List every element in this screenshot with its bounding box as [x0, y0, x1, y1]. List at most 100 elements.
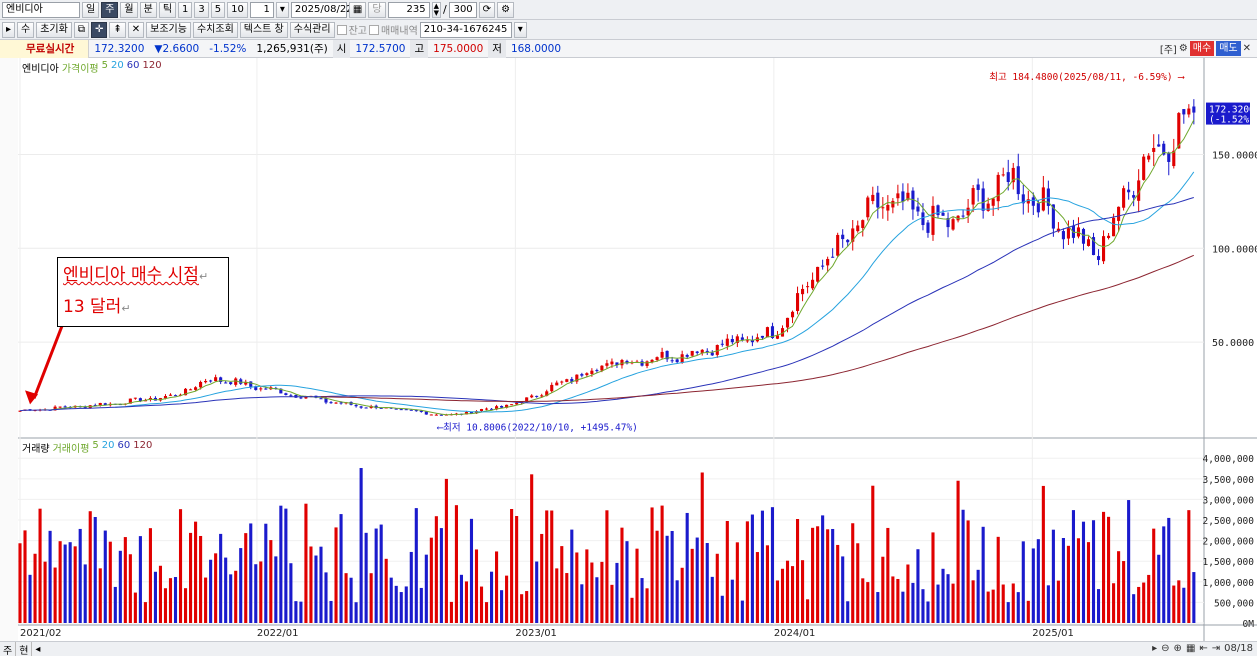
- period-month-button[interactable]: 월: [120, 1, 138, 18]
- display-count-input[interactable]: 235: [387, 1, 430, 18]
- zoom-out-icon[interactable]: ⊖: [1161, 643, 1170, 654]
- account-select[interactable]: 210-34-1676245: [419, 21, 512, 38]
- account-dropdown-icon[interactable]: ▾: [513, 21, 527, 38]
- candle-body: [399, 409, 403, 411]
- candle-body: [1026, 199, 1030, 204]
- volume-bar: [906, 564, 910, 623]
- candle-body: [1177, 113, 1181, 149]
- volume-bar: [610, 584, 614, 623]
- trades-checkbox[interactable]: 매매내역: [368, 22, 418, 37]
- volume-bar: [570, 529, 574, 623]
- buy-button[interactable]: 매수: [1189, 41, 1215, 56]
- interval-3-button[interactable]: 3: [194, 1, 209, 18]
- candle-body: [1046, 188, 1050, 206]
- candle-body: [700, 349, 704, 353]
- refresh-icon[interactable]: ⟳: [478, 1, 496, 18]
- auxiliary-button[interactable]: 보조기능: [146, 21, 191, 38]
- gear-icon[interactable]: ⚙: [1178, 43, 1188, 54]
- crosshair-icon[interactable]: ✛: [90, 21, 108, 38]
- interval-10-button[interactable]: 10: [227, 1, 248, 18]
- volume-bar: [399, 592, 403, 623]
- current-toggle-button[interactable]: 당: [368, 1, 386, 18]
- volume-bar: [851, 523, 855, 623]
- candle-body: [329, 402, 333, 404]
- volume-bar: [705, 543, 709, 623]
- candle-body: [254, 386, 258, 390]
- calendar-icon[interactable]: ▦: [348, 1, 367, 18]
- candle-body: [319, 398, 323, 400]
- sell-button[interactable]: 매도: [1216, 41, 1241, 56]
- candle-body: [1117, 206, 1121, 221]
- arrow-icon[interactable]: ▸: [2, 21, 16, 38]
- volume-bar: [364, 532, 368, 623]
- candle-body: [826, 258, 830, 266]
- interval-1-button[interactable]: 1: [178, 1, 193, 18]
- tools-icon[interactable]: ✕: [127, 21, 145, 38]
- low-value: 168.0000: [510, 42, 562, 55]
- price-toggle-button[interactable]: 수: [17, 21, 35, 38]
- volume-bar: [1101, 511, 1106, 623]
- reset-button[interactable]: 초기화: [36, 21, 72, 38]
- volume-bar: [790, 566, 795, 623]
- volume-bar: [229, 574, 233, 623]
- close-icon[interactable]: ✕: [1242, 43, 1251, 54]
- formula-manager-button[interactable]: 수식관리: [289, 21, 335, 38]
- text-window-button[interactable]: 텍스트 창: [239, 21, 288, 38]
- period-minute-button[interactable]: 분: [139, 1, 157, 18]
- volume-bar: [856, 543, 860, 623]
- period-week-button[interactable]: 주: [101, 1, 119, 18]
- grid-icon[interactable]: ▦: [1185, 643, 1196, 654]
- scroll-left-icon[interactable]: ◂: [35, 643, 41, 655]
- volume-bar: [780, 568, 785, 623]
- cursor-icon[interactable]: ⇞: [109, 21, 126, 38]
- bottom-tab-week[interactable]: 주: [0, 641, 17, 656]
- volume-bar: [1182, 587, 1186, 623]
- candle-body: [710, 352, 714, 356]
- ma5-line: [40, 119, 1195, 416]
- first-icon[interactable]: ⇤: [1199, 643, 1208, 654]
- candle-body: [289, 395, 293, 397]
- last-icon[interactable]: ⇥: [1211, 643, 1221, 654]
- zoom-in-icon[interactable]: ⊕: [1173, 643, 1182, 654]
- scroll-right-icon[interactable]: ▸: [1152, 643, 1158, 654]
- candle-body: [615, 362, 619, 366]
- volume-bar: [665, 535, 669, 623]
- quote-bar-actions: [주] ⚙ 매수 매도 ✕: [1160, 41, 1251, 56]
- interval-input[interactable]: 1: [249, 1, 274, 18]
- total-count-input[interactable]: 300: [448, 1, 477, 18]
- volume-bar: [550, 510, 554, 623]
- candle-body: [434, 414, 438, 416]
- volume-bar: [615, 562, 619, 623]
- value-lookup-button[interactable]: 수치조회: [192, 21, 238, 38]
- window-icon[interactable]: ⧉: [73, 21, 89, 38]
- volume-bar: [294, 601, 298, 623]
- legend-ma60: 60: [126, 60, 140, 71]
- interval-5-button[interactable]: 5: [210, 1, 226, 18]
- candle-body: [625, 360, 629, 364]
- volume-bar: [755, 552, 759, 623]
- volume-bar: [1041, 485, 1045, 623]
- count-stepper-icon[interactable]: ▲ ▼: [431, 1, 441, 18]
- volume-bar: [419, 587, 423, 623]
- candle-body: [1011, 167, 1015, 183]
- volume-bar: [580, 584, 584, 623]
- volume-bar: [1142, 582, 1146, 623]
- balance-checkbox[interactable]: 잔고: [336, 22, 367, 37]
- stock-chart[interactable]: 50.0000 100.0000 150.0000 0M 500,000 1,000,00…: [0, 58, 1257, 641]
- period-tick-button[interactable]: 틱: [158, 1, 177, 18]
- bottom-tab-current[interactable]: 현: [16, 641, 33, 656]
- candle-body: [389, 407, 393, 409]
- settings-gear-icon[interactable]: ⚙: [497, 1, 515, 18]
- volume-bar: [344, 573, 348, 623]
- candle-body: [63, 406, 67, 408]
- date-input[interactable]: 2025/08/22: [290, 1, 353, 18]
- volume-bar: [474, 549, 479, 623]
- candle-body: [770, 326, 775, 338]
- volume-bar: [740, 600, 744, 623]
- period-day-button[interactable]: 일: [82, 1, 100, 18]
- volume-bar: [1076, 538, 1081, 623]
- volume-bar: [545, 510, 549, 623]
- interval-dropdown-icon[interactable]: ▾: [275, 1, 289, 18]
- stock-name-input[interactable]: 엔비디아: [2, 1, 80, 18]
- candle-body: [53, 406, 57, 411]
